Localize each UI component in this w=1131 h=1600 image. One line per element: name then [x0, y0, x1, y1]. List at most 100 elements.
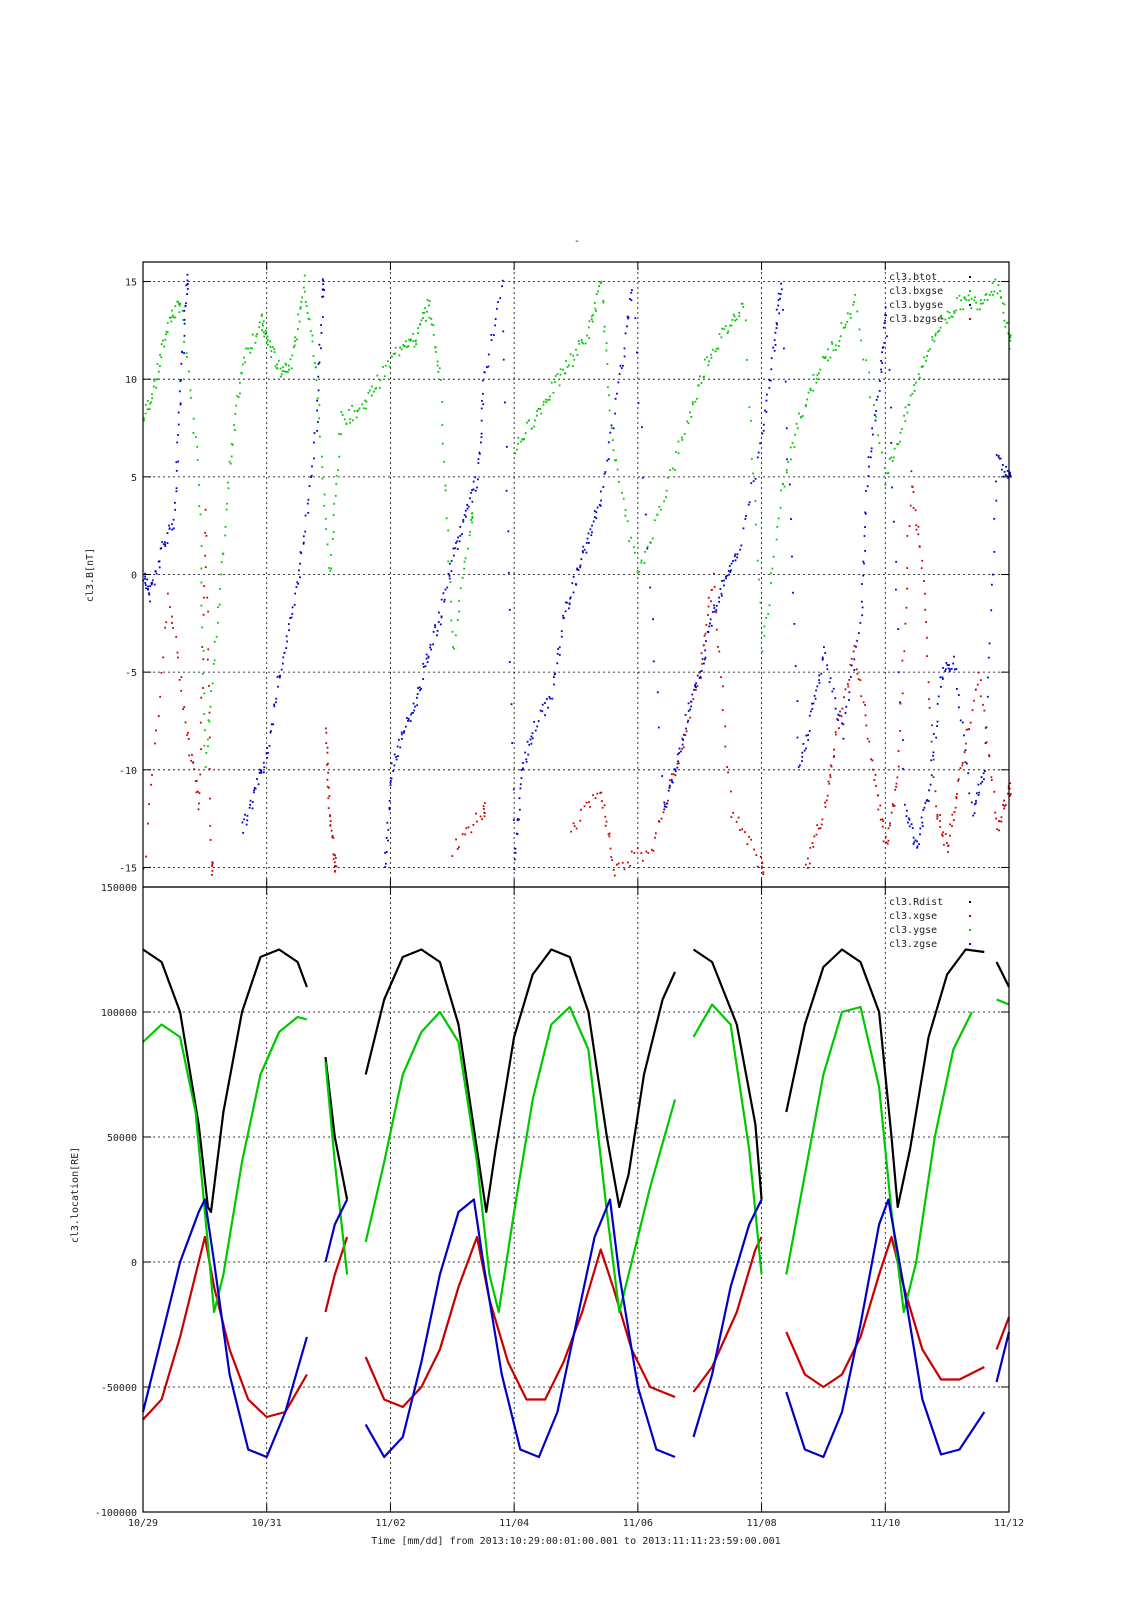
- magnetic-field-point-cl3-bzgse: [160, 671, 163, 674]
- magnetic-field-point-cl3-bzgse: [904, 622, 907, 625]
- magnetic-field-point-cl3-bxgse: [306, 312, 309, 314]
- magnetic-field-point-cl3-bxgse: [672, 467, 674, 470]
- magnetic-field-point-cl3-bzgse: [889, 824, 891, 827]
- magnetic-field-point-cl3-bzgse: [724, 725, 727, 728]
- magnetic-field-point-cl3-bxgse: [467, 547, 469, 550]
- magnetic-field-point-cl3-bxgse: [933, 340, 936, 343]
- magnetic-field-point-cl3-bygse: [844, 712, 847, 714]
- magnetic-field-point-cl3-bzgse: [204, 531, 207, 534]
- magnetic-field-point-cl3-bxgse: [656, 513, 659, 516]
- magnetic-field-point-cl3-bygse: [518, 797, 521, 800]
- magnetic-field-point-cl3-bygse: [694, 685, 696, 688]
- magnetic-field-point-cl3-bygse: [777, 299, 780, 301]
- magnetic-field-point-cl3-bygse: [744, 518, 747, 520]
- magnetic-field-point-cl3-bxgse: [261, 329, 263, 332]
- magnetic-field-point-cl3-bzgse: [947, 851, 949, 853]
- magnetic-field-point-cl3-bzgse: [640, 852, 643, 854]
- magnetic-field-point-cl3-bygse: [782, 308, 784, 311]
- magnetic-field-point-cl3-bxgse: [595, 309, 597, 312]
- magnetic-field-point-cl3-bxgse: [816, 377, 818, 380]
- magnetic-field-point-cl3-bxgse: [190, 396, 192, 399]
- magnetic-field-point-cl3-bygse: [551, 697, 554, 700]
- magnetic-field-point-cl3-bygse: [997, 456, 1000, 458]
- magnetic-field-point-cl3-bygse: [436, 634, 438, 637]
- magnetic-field-point-cl3-bygse: [313, 441, 315, 444]
- magnetic-field-point-cl3-bxgse: [227, 487, 230, 490]
- magnetic-field-point-cl3-bygse: [321, 278, 324, 281]
- magnetic-field-point-cl3-bzgse: [210, 873, 213, 876]
- magnetic-field-point-cl3-bxgse: [353, 410, 356, 413]
- magnetic-field-point-cl3-bygse: [730, 562, 733, 565]
- magnetic-field-point-cl3-bygse: [750, 482, 753, 485]
- magnetic-field-point-cl3-bygse: [291, 606, 294, 609]
- magnetic-field-point-cl3-bygse: [747, 503, 750, 506]
- magnetic-field-point-cl3-bxgse: [233, 424, 235, 426]
- magnetic-field-point-cl3-bygse: [594, 516, 596, 519]
- magnetic-field-point-cl3-bxgse: [423, 311, 426, 314]
- magnetic-field-point-cl3-bygse: [390, 762, 393, 765]
- magnetic-field-point-cl3-bzgse: [829, 764, 832, 767]
- magnetic-field-point-cl3-bzgse: [608, 832, 611, 835]
- magnetic-field-point-cl3-bxgse: [724, 325, 727, 328]
- magnetic-field-point-cl3-bxgse: [979, 299, 982, 301]
- magnetic-field-point-cl3-bzgse: [707, 605, 710, 608]
- magnetic-field-point-cl3-bxgse: [245, 347, 247, 350]
- magnetic-field-point-cl3-bygse: [701, 658, 704, 661]
- magnetic-field-point-cl3-bzgse: [621, 861, 624, 864]
- magnetic-field-point-cl3-bxgse: [640, 559, 643, 562]
- magnetic-field-point-cl3-bygse: [474, 476, 477, 479]
- magnetic-field-point-cl3-bzgse: [171, 622, 173, 624]
- magnetic-field-point-cl3-bygse: [490, 339, 493, 342]
- magnetic-field-legend-swatch: [969, 276, 971, 278]
- location-marks: [141, 948, 1011, 1459]
- magnetic-field-point-cl3-bygse: [297, 582, 300, 585]
- magnetic-field-point-cl3-bygse: [396, 745, 399, 748]
- magnetic-field-point-cl3-bxgse: [958, 294, 961, 297]
- magnetic-field-point-cl3-bygse: [734, 553, 737, 556]
- magnetic-field-point-cl3-bygse: [521, 768, 524, 771]
- magnetic-field-point-cl3-bxgse: [348, 409, 350, 411]
- magnetic-field-point-cl3-bzgse: [886, 842, 889, 845]
- magnetic-field-point-cl3-bygse: [818, 681, 821, 684]
- magnetic-field-point-cl3-bzgse: [169, 606, 171, 608]
- magnetic-field-point-cl3-bygse: [178, 390, 181, 393]
- magnetic-field-point-cl3-bxgse: [587, 326, 590, 329]
- magnetic-field-point-cl3-bygse: [968, 792, 971, 795]
- magnetic-field-point-cl3-bzgse: [732, 811, 735, 814]
- magnetic-field-point-cl3-bxgse: [883, 467, 886, 470]
- magnetic-field-point-cl3-bxgse: [428, 316, 431, 319]
- magnetic-field-point-cl3-bygse: [480, 432, 483, 435]
- magnetic-field-point-cl3-bxgse: [634, 551, 636, 554]
- magnetic-field-point-cl3-bxgse: [265, 329, 267, 332]
- magnetic-field-point-cl3-bxgse: [804, 404, 807, 406]
- magnetic-field-point-cl3-bygse: [937, 695, 940, 698]
- magnetic-field-point-cl3-bzgse: [943, 843, 945, 846]
- magnetic-field-point-cl3-bxgse: [798, 412, 800, 415]
- magnetic-field-point-cl3-bygse: [266, 757, 268, 759]
- magnetic-field-point-cl3-bzgse: [969, 721, 972, 724]
- magnetic-field-point-cl3-bzgse: [696, 685, 699, 688]
- magnetic-field-point-cl3-bxgse: [586, 334, 588, 337]
- magnetic-field-point-cl3-bygse: [502, 358, 505, 361]
- magnetic-field-point-cl3-bxgse: [258, 321, 261, 324]
- magnetic-field-point-cl3-bxgse: [196, 459, 199, 461]
- magnetic-field-point-cl3-bzgse: [843, 696, 845, 699]
- magnetic-field-point-cl3-bxgse: [459, 587, 462, 590]
- magnetic-field-point-cl3-bxgse: [729, 324, 732, 327]
- magnetic-field-point-cl3-bxgse: [198, 505, 201, 508]
- magnetic-field-point-cl3-bzgse: [329, 815, 331, 818]
- magnetic-field-point-cl3-bxgse: [400, 348, 403, 351]
- magnetic-field-point-cl3-bzgse: [909, 504, 912, 507]
- magnetic-field-point-cl3-bygse: [596, 506, 599, 509]
- location-y-tick-label: 0: [131, 1258, 137, 1269]
- magnetic-field-point-cl3-bygse: [878, 380, 881, 382]
- magnetic-field-point-cl3-bxgse: [837, 345, 840, 347]
- magnetic-field-point-cl3-bxgse: [337, 469, 339, 472]
- x-tick-label: 10/31: [252, 1518, 282, 1529]
- magnetic-field-point-cl3-bygse: [186, 273, 189, 276]
- magnetic-field-point-cl3-bygse: [773, 349, 776, 352]
- magnetic-field-point-cl3-bygse: [322, 295, 325, 298]
- magnetic-field-point-cl3-bygse: [285, 635, 288, 638]
- magnetic-field-point-cl3-bxgse: [430, 317, 433, 320]
- magnetic-field-point-cl3-bxgse: [182, 319, 185, 321]
